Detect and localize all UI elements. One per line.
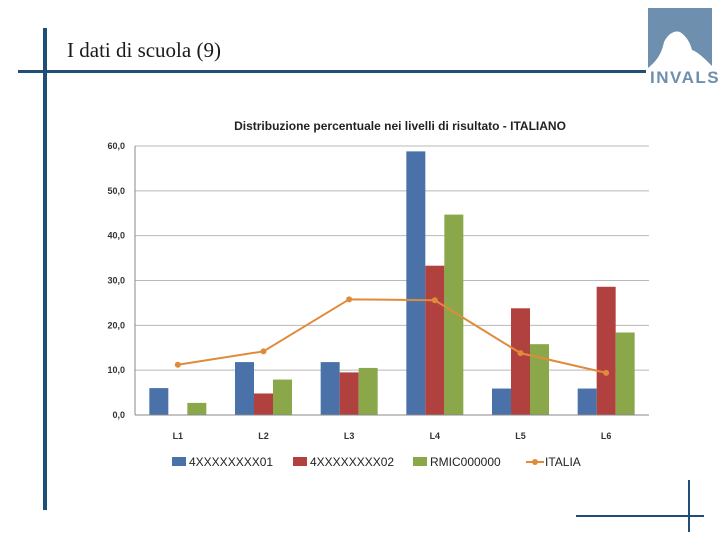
frame-horizontal-top [18, 70, 646, 73]
point-italia [517, 350, 524, 357]
legend-label: RMIC000000 [430, 455, 501, 469]
x-tick-label: L4 [430, 431, 441, 441]
bar-4xxxxxxxx01 [577, 388, 597, 415]
bar-4xxxxxxxx02 [425, 265, 445, 415]
legend-swatch [293, 457, 307, 466]
legend-label: 4XXXXXXXX02 [310, 455, 394, 469]
bar-rmic000000 [530, 344, 549, 415]
bar-4xxxxxxxx02 [596, 286, 616, 415]
x-tick-label: L3 [344, 431, 355, 441]
point-italia [346, 296, 353, 303]
bar-rmic000000 [358, 367, 378, 415]
bar-4xxxxxxxx02 [254, 393, 273, 415]
logo-text: INVALSI [650, 68, 720, 87]
x-tick-label: L5 [515, 431, 526, 441]
y-tick-label: 60,0 [107, 141, 125, 151]
bar-4xxxxxxxx01 [406, 151, 426, 415]
bar-4xxxxxxxx02 [511, 308, 530, 415]
legend-label: 4XXXXXXXX01 [189, 455, 273, 469]
bar-rmic000000 [273, 379, 292, 415]
x-tick-label: L1 [173, 431, 184, 441]
bar-rmic000000 [444, 214, 464, 415]
bar-4xxxxxxxx01 [149, 388, 169, 415]
legend-swatch [172, 457, 186, 466]
legend-swatch [413, 457, 427, 466]
invalsi-logo [648, 8, 712, 68]
x-tick-label: L6 [601, 431, 612, 441]
bar-4xxxxxxxx01 [235, 362, 254, 415]
point-italia [603, 369, 610, 376]
frame-vertical-bottom [688, 480, 690, 532]
y-tick-label: 40,0 [107, 231, 125, 241]
y-tick-label: 0,0 [112, 410, 125, 420]
point-italia [431, 297, 438, 304]
point-italia [260, 348, 267, 355]
bar-4xxxxxxxx01 [320, 362, 340, 415]
bar-rmic000000 [187, 402, 207, 415]
legend-label: ITALIA [545, 455, 581, 469]
y-tick-label: 30,0 [107, 276, 125, 286]
frame-vertical-left [43, 28, 47, 510]
y-tick-label: 10,0 [107, 365, 125, 375]
point-italia [174, 361, 181, 368]
frame-horizontal-bottom [576, 515, 704, 517]
legend-marker [532, 459, 538, 465]
y-tick-label: 50,0 [107, 186, 125, 196]
bar-4xxxxxxxx01 [492, 388, 511, 415]
chart-title: Distribuzione percentuale nei livelli di… [234, 119, 566, 133]
logo-shape [648, 8, 712, 68]
y-tick-label: 20,0 [107, 320, 125, 330]
x-tick-label: L2 [258, 431, 269, 441]
bar-rmic000000 [615, 332, 635, 415]
line-italia [177, 298, 607, 374]
page-title: I dati di scuola (9) [67, 38, 221, 62]
bar-4xxxxxxxx02 [339, 372, 359, 415]
